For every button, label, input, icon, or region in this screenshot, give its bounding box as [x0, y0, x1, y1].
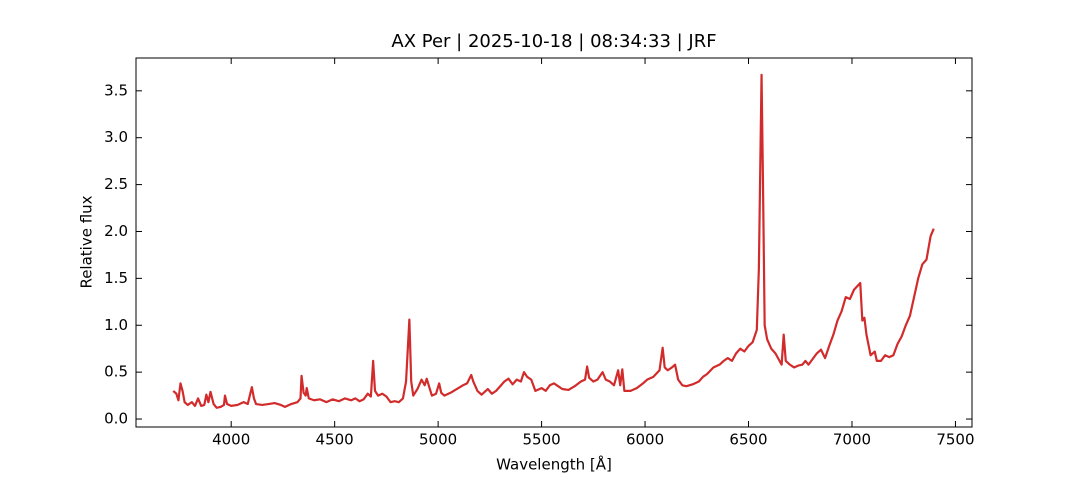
plot-frame [135, 57, 973, 428]
y-tick-label: 3.5 [104, 81, 128, 99]
x-tick-label: 4000 [212, 431, 250, 449]
y-axis-label: Relative flux [78, 195, 96, 288]
chart-title: AX Per | 2025-10-18 | 08:34:33 | JRF [391, 31, 716, 52]
x-tick-label: 7500 [936, 431, 974, 449]
x-tick-label: 7000 [833, 431, 871, 449]
x-tick-label: 5500 [522, 431, 560, 449]
y-tick-label: 1.0 [104, 316, 128, 334]
y-tick-label: 0.0 [104, 410, 128, 428]
spectrum-line [172, 73, 935, 409]
y-tick-label: 2.0 [104, 222, 128, 240]
x-tick-label: 6000 [626, 431, 664, 449]
x-tick-label: 6500 [729, 431, 767, 449]
x-tick-label: 5000 [419, 431, 457, 449]
y-tick-label: 2.5 [104, 175, 128, 193]
x-tick-label: 4500 [316, 431, 354, 449]
x-axis-label: Wavelength [Å] [496, 455, 612, 474]
y-tick-label: 1.5 [104, 269, 128, 287]
y-tick-label: 3.0 [104, 128, 128, 146]
y-tick-label: 0.5 [104, 363, 128, 381]
